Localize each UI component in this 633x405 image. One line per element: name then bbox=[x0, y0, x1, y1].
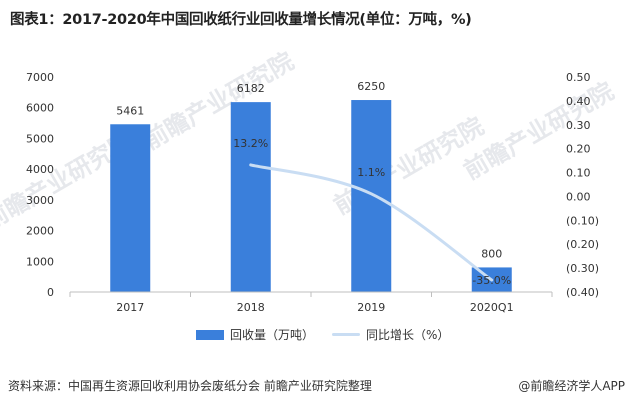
legend-item-bar: 回收量（万吨） bbox=[196, 326, 314, 343]
y-right-tick-label: 0.50 bbox=[566, 71, 591, 84]
bar-data-label: 5461 bbox=[116, 104, 144, 117]
y-left-tick-label: 0 bbox=[47, 286, 54, 299]
y-right-tick-label: (0.20) bbox=[566, 238, 599, 251]
y-left-tick-label: 3000 bbox=[26, 194, 54, 207]
footer: 资料来源：中国再生资源回收利用协会废纸分会 前瞻产业研究院整理 @前瞻经济学人A… bbox=[0, 374, 633, 398]
chart-area: 前瞻产业研究院 前瞻产业研究院 前瞻产业研究院 前瞻产业研究院 5461 6182… bbox=[0, 47, 618, 314]
line-data-label: 1.1% bbox=[357, 166, 385, 179]
y-right-tick-label: 0.10 bbox=[566, 167, 591, 180]
legend-line-swatch bbox=[332, 333, 360, 336]
y-left-tick-label: 5000 bbox=[26, 132, 54, 145]
watermark-text: 前瞻产业研究院 bbox=[139, 47, 298, 155]
bar-data-label: 6182 bbox=[237, 82, 265, 95]
y-right-tick-label: 0.20 bbox=[566, 143, 591, 156]
bar bbox=[351, 100, 392, 293]
bar bbox=[110, 124, 151, 292]
footer-source: 资料来源：中国再生资源回收利用协会废纸分会 前瞻产业研究院整理 bbox=[8, 379, 372, 393]
bar-data-label: 800 bbox=[481, 247, 502, 260]
y-right-tick-label: 0.00 bbox=[566, 190, 591, 203]
legend-bar-label: 回收量（万吨） bbox=[230, 328, 315, 342]
line-data-label: 13.2% bbox=[233, 137, 268, 150]
chart-title: 图表1：2017-2020年中国回收纸行业回收量增长情况(单位：万吨，%) bbox=[10, 12, 472, 28]
y-left-tick-label: 2000 bbox=[26, 225, 54, 238]
y-left-tick-label: 4000 bbox=[26, 163, 54, 176]
y-right-tick-label: (0.40) bbox=[566, 286, 599, 299]
bar-data-label: 6250 bbox=[357, 80, 385, 93]
footer-brand: @前瞻经济学人APP bbox=[518, 379, 625, 393]
y-left-tick-label: 1000 bbox=[26, 255, 54, 268]
y-right-tick-label: (0.30) bbox=[566, 262, 599, 275]
watermarks: 前瞻产业研究院 前瞻产业研究院 前瞻产业研究院 前瞻产业研究院 bbox=[0, 47, 618, 235]
x-tick-label: 2018 bbox=[237, 301, 265, 314]
y-right-tick-label: 0.30 bbox=[566, 119, 591, 132]
line-data-label: -35.0% bbox=[472, 274, 511, 287]
y-left-tick-label: 6000 bbox=[26, 102, 54, 115]
y-right-tick-label: (0.10) bbox=[566, 214, 599, 227]
x-tick-label: 2017 bbox=[116, 301, 144, 314]
legend-item-line: 同比增长（%） bbox=[332, 326, 449, 343]
growth-line bbox=[249, 163, 494, 282]
y-right-tick-label: 0.40 bbox=[566, 95, 591, 108]
bar bbox=[230, 102, 271, 292]
x-tick-label: 2020Q1 bbox=[470, 301, 514, 314]
legend-bar-swatch bbox=[196, 329, 224, 340]
y-left-tick-label: 7000 bbox=[26, 71, 54, 84]
x-tick-label: 2019 bbox=[357, 301, 385, 314]
legend-line-label: 同比增长（%） bbox=[366, 328, 450, 342]
